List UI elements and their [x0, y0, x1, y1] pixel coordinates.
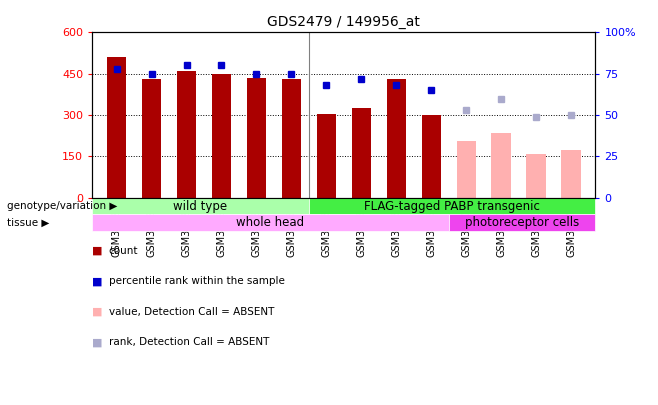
Bar	[457, 141, 476, 198]
Bar	[92, 198, 309, 214]
Text: percentile rank within the sample: percentile rank within the sample	[109, 277, 284, 286]
Bar	[92, 214, 449, 231]
Bar	[526, 153, 545, 198]
Text: value, Detection Call = ABSENT: value, Detection Call = ABSENT	[109, 307, 274, 317]
Text: wild type: wild type	[174, 200, 228, 213]
Text: whole head: whole head	[236, 216, 305, 229]
Text: ■: ■	[92, 277, 103, 286]
Text: FLAG-tagged PABP transgenic: FLAG-tagged PABP transgenic	[365, 200, 540, 213]
Bar	[309, 198, 595, 214]
Text: rank, Detection Call = ABSENT: rank, Detection Call = ABSENT	[109, 337, 269, 347]
Bar	[561, 149, 580, 198]
Bar	[422, 115, 441, 198]
Text: tissue ▶: tissue ▶	[7, 217, 49, 228]
Text: genotype/variation ▶: genotype/variation ▶	[7, 201, 117, 211]
Text: ■: ■	[92, 246, 103, 256]
Bar	[449, 214, 595, 231]
Bar	[247, 78, 266, 198]
Bar	[142, 79, 161, 198]
Text: count: count	[109, 246, 138, 256]
Bar	[492, 133, 511, 198]
Bar	[107, 57, 126, 198]
Bar	[212, 74, 231, 198]
Bar	[387, 79, 406, 198]
Text: photoreceptor cells: photoreceptor cells	[465, 216, 579, 229]
Bar	[316, 114, 336, 198]
Text: ■: ■	[92, 307, 103, 317]
Text: ■: ■	[92, 337, 103, 347]
Bar	[177, 71, 196, 198]
Bar	[351, 108, 371, 198]
Title: GDS2479 / 149956_at: GDS2479 / 149956_at	[267, 15, 420, 29]
Bar	[282, 79, 301, 198]
